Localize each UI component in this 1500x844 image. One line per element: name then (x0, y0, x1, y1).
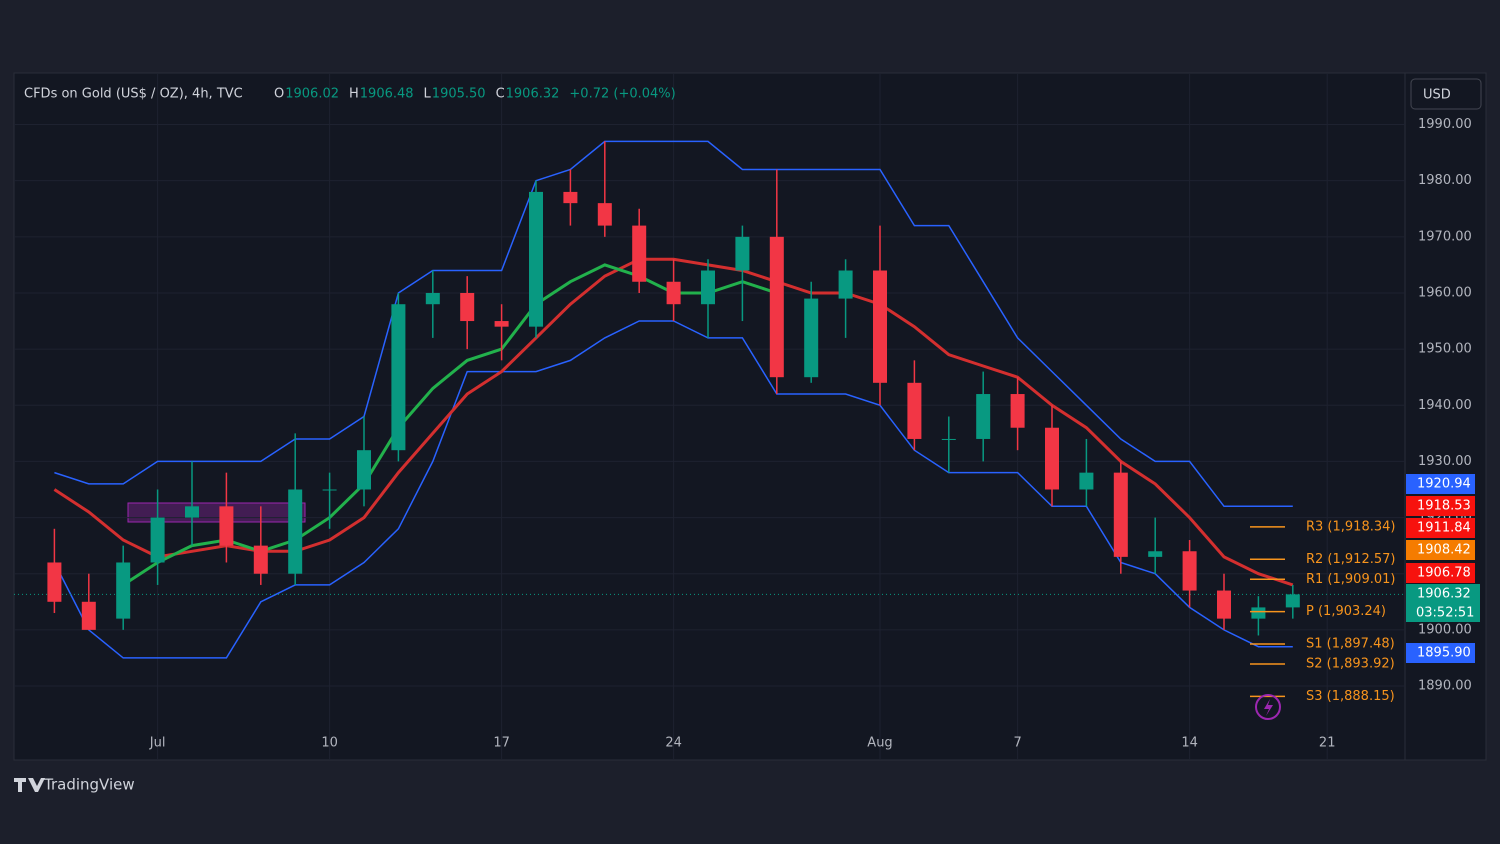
candle-body (529, 191, 543, 327)
change: +0.72 (+0.04%) (569, 87, 675, 102)
y-tick-label: 1980.00 (1418, 173, 1472, 188)
price-tag (1406, 643, 1475, 663)
x-tick-label: 21 (1319, 736, 1336, 751)
candle-body (425, 292, 440, 305)
ohlc-value: 1906.32 (506, 87, 560, 102)
price-tag (1406, 496, 1475, 516)
candle-body (769, 236, 784, 378)
candle-body (1010, 394, 1025, 428)
candle-body (288, 489, 303, 574)
candle-body (976, 394, 991, 439)
countdown: 03:52:51 (1416, 606, 1474, 621)
price-axis: 1890.001900.001910.001920.001930.001940.… (149, 117, 1480, 751)
candle-body (357, 450, 371, 490)
candle-body (47, 562, 62, 602)
price-tag-label: 1911.84 (1417, 521, 1471, 536)
ohlc-key: H (349, 87, 359, 102)
currency[interactable]: USD (1423, 88, 1451, 103)
candle-body (1217, 590, 1231, 619)
indicator-line (54, 140, 1293, 508)
pivot-label: S2 (1,893.92) (1306, 656, 1395, 671)
pivot-label: R3 (1,918.34) (1306, 519, 1395, 534)
candle-body (81, 601, 96, 630)
price-tag-label: 1895.90 (1417, 646, 1471, 661)
alert-icon[interactable] (1255, 694, 1281, 720)
ohlc-key: L (424, 87, 432, 102)
price-tag-label: 1906.32 (1417, 587, 1471, 602)
pivot-label: R1 (1,909.01) (1306, 572, 1395, 587)
x-tick-label: Aug (867, 736, 892, 751)
candle-body (322, 489, 337, 491)
y-tick-label: 1900.00 (1418, 622, 1472, 637)
currency-button[interactable] (1410, 78, 1482, 110)
price-tag (1406, 518, 1475, 538)
price-tag (1406, 540, 1475, 560)
candle-body (391, 304, 406, 451)
candle-body (666, 281, 681, 305)
ohlc-value: 1906.48 (360, 87, 414, 102)
candle-body (116, 562, 131, 619)
y-tick-label: 1950.00 (1418, 342, 1472, 357)
candle-body (632, 225, 647, 282)
price-tag (1406, 563, 1475, 583)
brand: TradingView (43, 776, 135, 794)
x-tick-label: 17 (493, 736, 510, 751)
price-tag (1406, 584, 1480, 622)
candle-body (941, 438, 956, 440)
pivot-label: R2 (1,912.57) (1306, 552, 1395, 567)
candle-body (253, 545, 268, 574)
candle-body (563, 191, 578, 204)
price-tag-label: 1908.42 (1417, 543, 1471, 558)
y-tick-label: 1890.00 (1418, 679, 1472, 694)
y-tick-label: 1940.00 (1418, 398, 1472, 413)
candle-body (701, 270, 715, 305)
x-tick-label: 7 (1013, 736, 1021, 751)
x-tick-label: 14 (1181, 736, 1198, 751)
y-tick-label: 1930.00 (1418, 454, 1472, 469)
candle-body (1079, 472, 1094, 490)
price-tag (1406, 474, 1475, 494)
pivot-label: S1 (1,897.48) (1306, 637, 1395, 652)
price-tag-label: 1906.78 (1417, 566, 1471, 581)
candle-body (597, 203, 612, 226)
ohlc-key: C (496, 87, 505, 102)
chart-area (13, 72, 1487, 761)
candle-body (460, 292, 475, 322)
ohlc-value: 1905.50 (432, 87, 486, 102)
brand-logo (14, 778, 45, 792)
candle-body (185, 506, 199, 518)
candle-body (1285, 594, 1300, 608)
x-tick-label: Jul (149, 736, 166, 751)
pivot-label: S3 (1,888.15) (1306, 689, 1395, 704)
symbol-title: CFDs on Gold (US$ / OZ), 4h, TVC (24, 87, 243, 102)
pivots: R3 (1,918.34) R2 (1,912.57) R1 (1,909.01) P… (1250, 519, 1395, 704)
candle-body (1045, 427, 1059, 490)
header: CFDs on Gold (US$ / OZ), 4h, TVC O 1906.0… (24, 87, 676, 102)
candle-body (873, 270, 887, 383)
x-tick-label: 10 (321, 736, 338, 751)
candle-body (907, 382, 922, 439)
pivot-label: P (1,903.24) (1306, 604, 1386, 619)
candle-body (219, 506, 234, 546)
alert-bolt (1264, 699, 1273, 716)
y-tick-label: 1960.00 (1418, 285, 1472, 300)
candles (47, 141, 1300, 636)
ohlc-value: 1906.02 (285, 87, 339, 102)
candle-body (1182, 551, 1197, 591)
price-tag-label: 1918.53 (1417, 499, 1471, 514)
candle-body (1148, 551, 1163, 557)
candle-body (838, 270, 853, 299)
price-tag-label: 1920.94 (1417, 477, 1471, 492)
candle-body (1113, 472, 1128, 557)
candle-body (804, 298, 819, 378)
candle-body (150, 517, 165, 563)
y-tick-label: 1990.00 (1418, 117, 1472, 132)
candle-body (735, 236, 750, 271)
y-tick-label: 1970.00 (1418, 229, 1472, 244)
ohlc-key: O (274, 87, 284, 102)
candle-body (1251, 607, 1266, 619)
x-tick-label: 24 (665, 736, 682, 751)
candle-body (494, 321, 509, 327)
